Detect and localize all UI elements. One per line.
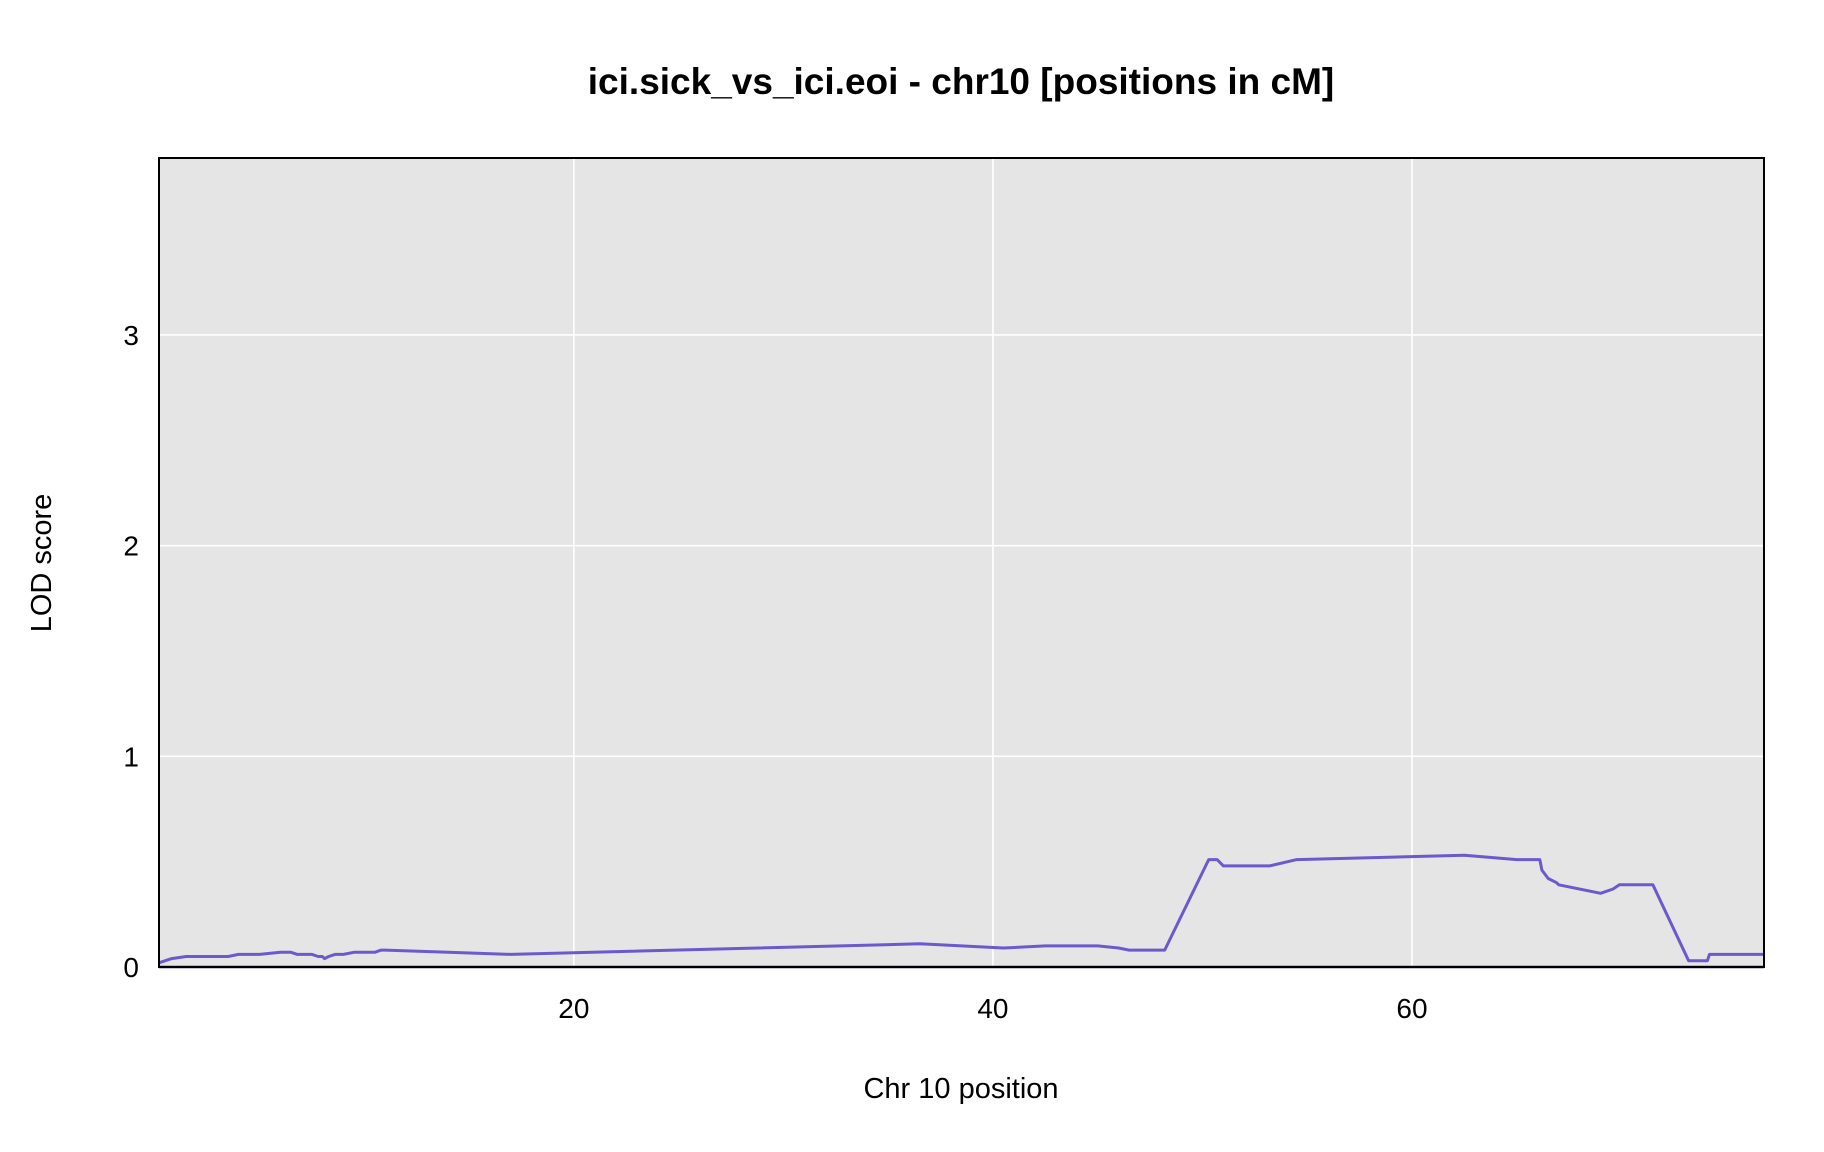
y-tick-label: 2: [123, 531, 139, 562]
y-tick-labels: 0 1 2 3: [123, 320, 139, 983]
plot-panel: [159, 158, 1764, 967]
chart-title: ici.sick_vs_ici.eoi - chr10 [positions i…: [588, 61, 1334, 102]
x-axis-label: Chr 10 position: [863, 1073, 1058, 1105]
y-axis-label: LOD score: [26, 494, 58, 633]
y-tick-label: 1: [123, 741, 139, 772]
grid-lines: [159, 158, 1764, 967]
y-tick-label: 3: [123, 320, 139, 351]
x-tick-label: 20: [558, 993, 589, 1024]
plot-frame: [158, 157, 1765, 968]
x-tick-label: 60: [1396, 993, 1427, 1024]
lod-series-line: [158, 853, 1764, 965]
y-tick-label: 0: [123, 952, 139, 983]
x-tick-label: 40: [977, 993, 1008, 1024]
x-tick-labels: 20 40 60: [558, 993, 1427, 1024]
